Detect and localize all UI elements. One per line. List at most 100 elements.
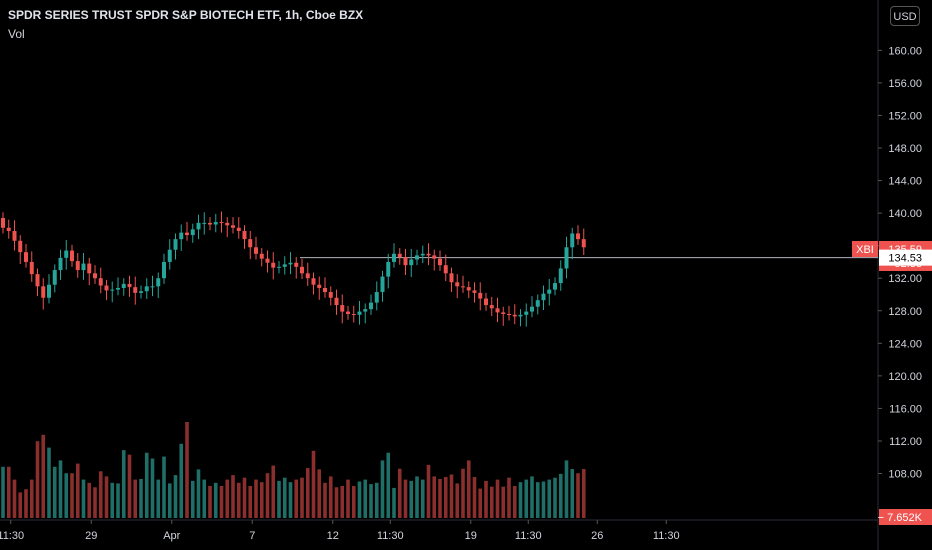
volume-bar: [438, 478, 442, 518]
candle-body: [346, 311, 350, 315]
volume-bar: [41, 434, 46, 518]
volume-bar: [518, 482, 523, 518]
y-tick-label: 124.00: [888, 338, 922, 350]
candle-body: [472, 290, 477, 293]
candle-body: [507, 314, 511, 316]
candle-body: [495, 308, 500, 313]
candle-body: [242, 231, 247, 240]
candle-body: [52, 270, 57, 285]
chart-title: SPDR SERIES TRUST SPDR S&P BIOTECH ETF, …: [8, 8, 364, 22]
candle-body: [340, 305, 345, 312]
candle-body: [179, 232, 184, 240]
candle-body: [380, 276, 385, 293]
x-tick-label: 11:30: [0, 530, 24, 542]
candle-body: [443, 265, 448, 274]
volume-bar: [116, 483, 120, 518]
candle-body: [93, 273, 97, 279]
candle-body: [248, 239, 253, 248]
volume-bar: [202, 479, 207, 518]
candle-body: [167, 249, 172, 262]
volume-bar: [162, 456, 166, 518]
x-tick-label: 12: [327, 530, 339, 542]
volume-bar: [179, 443, 184, 518]
volume-bar: [277, 480, 281, 518]
volume-bar: [64, 473, 69, 518]
volume-bar: [403, 479, 408, 518]
candle-body: [139, 291, 143, 293]
candle-body: [18, 240, 23, 253]
y-tick-label: 160.00: [888, 45, 922, 57]
candle-body: [6, 227, 11, 232]
candle-body: [219, 222, 224, 224]
y-tick-label: 156.00: [888, 78, 922, 90]
candle-body: [87, 263, 92, 274]
y-tick-label: 140.00: [888, 208, 922, 220]
volume-bar: [52, 466, 57, 518]
candle-body: [432, 255, 437, 259]
volume-bar: [380, 460, 385, 518]
volume-bar: [340, 486, 345, 518]
candle-body: [311, 278, 316, 285]
candle-body: [409, 259, 414, 266]
volume-bar: [512, 486, 517, 518]
candle-body: [420, 253, 425, 256]
volume-bar: [18, 492, 23, 518]
candle-body: [150, 286, 155, 288]
candle-body: [271, 262, 276, 268]
volume-bar: [392, 487, 396, 518]
y-tick-label: 120.00: [888, 371, 922, 383]
candle-body: [58, 257, 63, 271]
x-tick-label: 26: [591, 530, 603, 542]
candle-body: [484, 298, 488, 306]
candle-body: [489, 305, 494, 309]
candle-body: [104, 285, 109, 291]
candle-body: [518, 314, 523, 317]
volume-bar: [461, 468, 465, 518]
candle-body: [98, 278, 103, 286]
volume-bar: [139, 478, 143, 518]
candle-body: [12, 231, 17, 241]
candle-body: [323, 287, 327, 293]
volume-bar: [196, 469, 201, 518]
volume-bar: [208, 486, 212, 518]
candle-body: [564, 247, 569, 269]
currency-button[interactable]: USD: [890, 6, 920, 26]
volume-bar: [351, 486, 356, 518]
volume-bar: [386, 452, 391, 518]
candle-body: [282, 264, 287, 267]
volume-bar: [271, 465, 276, 518]
volume-bar: [581, 469, 586, 518]
volume-bar: [6, 466, 11, 518]
candle-body: [265, 258, 270, 263]
candle-body: [202, 222, 207, 224]
volume-bar: [231, 475, 235, 518]
candle-body: [553, 283, 557, 290]
volume-bar: [24, 489, 28, 518]
volume-bar: [156, 479, 161, 518]
volume-bar: [484, 480, 488, 518]
volume-bar: [564, 460, 569, 518]
candle-body: [64, 250, 69, 258]
y-tick-label: 148.00: [888, 143, 922, 155]
volume-last-box: [879, 509, 932, 525]
volume-bar: [47, 447, 51, 518]
candle-body: [35, 274, 40, 287]
volume-bar: [12, 479, 17, 518]
y-tick-label: 132.00: [888, 273, 922, 285]
y-tick-label: 116.00: [889, 403, 922, 415]
candle-body: [236, 227, 241, 232]
y-tick-label: 128.00: [888, 306, 922, 318]
candle-body: [29, 261, 34, 275]
volume-bar: [236, 482, 241, 518]
candle-body: [426, 253, 431, 256]
volume-bar: [553, 477, 557, 518]
volume-bar: [248, 486, 253, 518]
volume-bar: [501, 486, 506, 518]
volume-bar: [420, 479, 425, 518]
x-tick-label: 11:30: [515, 530, 542, 542]
candle-body: [162, 261, 166, 279]
volume-bar: [288, 482, 293, 518]
volume-bar: [397, 468, 402, 518]
volume-bar: [311, 450, 316, 518]
